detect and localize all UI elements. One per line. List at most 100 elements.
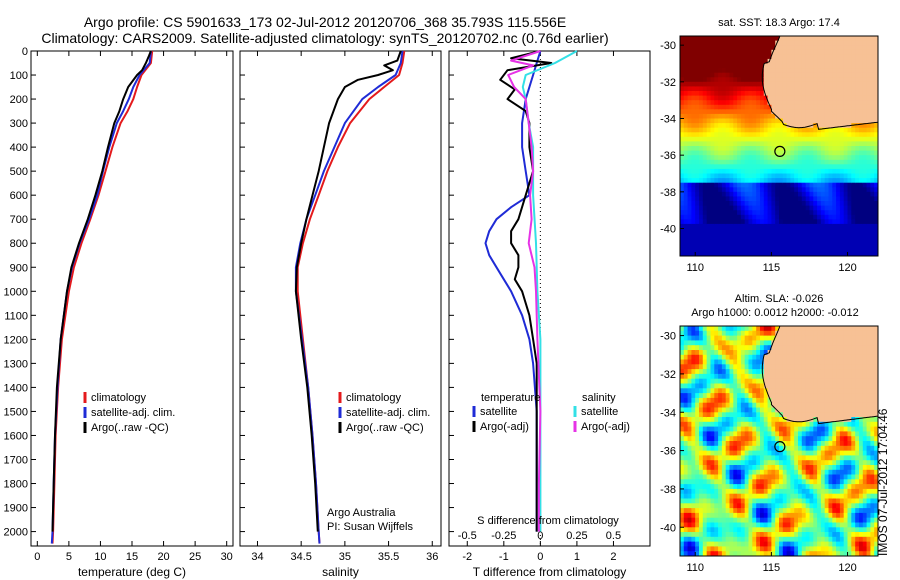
sst_map-cell — [721, 141, 727, 147]
sla_map-cell — [714, 417, 719, 423]
sla_map-cell — [725, 354, 731, 361]
sst_map-cell — [763, 81, 769, 87]
sst_map-cell — [748, 246, 753, 252]
sla_map-cell — [771, 450, 776, 456]
sst_map-cell — [874, 63, 878, 69]
sst_map-cell — [862, 49, 868, 55]
sla_map-cell — [805, 474, 811, 480]
sla_map-cell — [752, 350, 757, 356]
sst_map-cell — [752, 182, 757, 188]
sst_map-cell — [779, 178, 784, 184]
sst_map-cell — [862, 210, 868, 216]
sst_map-cell — [729, 63, 734, 69]
temperature-xtick-label: 30 — [221, 551, 233, 563]
sst_map-cell — [839, 36, 845, 42]
sst_map-cell — [752, 118, 757, 124]
sla_map-cell — [687, 479, 692, 485]
sla_map-cell — [763, 407, 769, 413]
sla_map-cell — [729, 397, 734, 404]
sst_map-ytick-label: -32 — [660, 77, 676, 89]
sst_map-cell — [798, 182, 803, 188]
sst_map-cell — [744, 223, 750, 230]
sst_map-cell — [874, 201, 878, 207]
sst_map-cell — [714, 91, 719, 97]
sla_map-cell — [691, 354, 696, 361]
sst_map-cell — [706, 178, 712, 184]
sla_map-cell — [794, 417, 799, 423]
sst_map-cell — [832, 187, 837, 193]
sst_map-xtick-label: 120 — [838, 262, 856, 274]
sst_map-cell — [748, 187, 753, 193]
sst_map-cell — [714, 68, 719, 74]
sst_map-cell — [744, 164, 750, 170]
sst_map-cell — [718, 159, 723, 165]
sla_map-cell — [680, 350, 685, 356]
sla_map-cell — [706, 450, 712, 456]
sst_map-cell — [805, 150, 811, 156]
sla_map-cell — [710, 441, 715, 447]
sla_map-cell — [744, 484, 750, 490]
sst_map-cell — [870, 86, 875, 92]
sla_map-cell — [706, 474, 712, 480]
sst_map-cell — [699, 141, 704, 147]
sst_map-cell — [790, 155, 795, 161]
sla_map-cell — [824, 354, 830, 361]
sst_map-cell — [817, 81, 822, 87]
sla_map-cell — [779, 488, 784, 495]
sst_map-cell — [740, 214, 746, 220]
sst_map-cell — [813, 196, 818, 202]
sst_map-cell — [859, 63, 864, 69]
sst_map-cell — [874, 123, 878, 129]
sst_map-cell — [839, 68, 845, 74]
sst_map-cell — [847, 109, 852, 115]
sla_map-cell — [763, 330, 769, 337]
sla_map-cell — [813, 465, 818, 471]
sst_map-cell — [839, 233, 845, 239]
sla_map-cell — [836, 522, 841, 528]
sla_map-cell — [859, 402, 864, 409]
sst_map-cell — [748, 113, 753, 120]
sst_map-cell — [870, 81, 875, 87]
sst_map-cell — [752, 233, 757, 239]
sla_map-cell — [843, 517, 849, 524]
sst_map-cell — [714, 81, 719, 87]
sla_map-cell — [790, 508, 795, 514]
sst_map-cell — [828, 127, 833, 133]
sla_map-cell — [801, 330, 807, 337]
sst_map-cell — [855, 91, 860, 97]
sla_map-cell — [782, 407, 788, 413]
sla_map-cell — [801, 373, 807, 380]
sst_map-cell — [733, 104, 738, 110]
sla_map-cell — [687, 421, 692, 428]
sst_map-cell — [744, 100, 750, 106]
sst_map-cell — [706, 81, 712, 87]
sst_map-cell — [744, 104, 750, 110]
sst_map-cell — [832, 173, 837, 179]
sst_map-cell — [824, 228, 830, 234]
sla_map-cell — [824, 383, 830, 389]
sst_map-cell — [725, 49, 731, 55]
sla_map-cell — [775, 445, 780, 452]
sst_map-cell — [862, 132, 868, 138]
sst_map-argo-marker — [774, 145, 786, 157]
sla_map-cell — [855, 350, 860, 356]
sst_map-cell — [710, 251, 715, 256]
sst_map-cell — [691, 141, 696, 147]
sst_map-cell — [767, 54, 772, 60]
sst_map-cell — [817, 237, 822, 243]
sla_map-cell — [832, 441, 837, 447]
sla_map-cell — [721, 397, 727, 404]
sst_map-cell — [832, 141, 837, 147]
sst_map-cell — [725, 54, 731, 60]
sst_map-cell — [695, 191, 700, 197]
sla_map-cell — [771, 350, 776, 356]
sla_map-cell — [725, 373, 731, 380]
sst_map-cell — [691, 155, 696, 161]
sst_map-cell — [843, 86, 849, 92]
sla_map-cell — [817, 412, 822, 418]
sla_map-cell — [721, 426, 727, 432]
sla_map-cell — [855, 498, 860, 504]
sst_map-cell — [760, 54, 765, 60]
sst_map-cell — [798, 63, 803, 69]
sst_map-cell — [691, 233, 696, 239]
